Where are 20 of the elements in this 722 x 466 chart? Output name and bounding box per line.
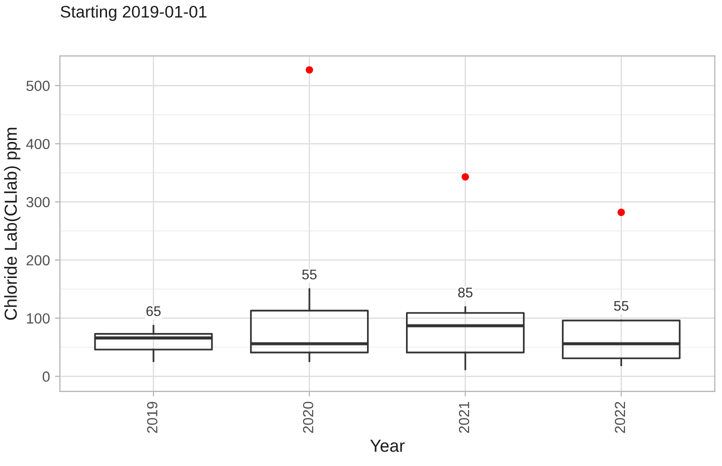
x-tick-label: 2021 <box>458 402 470 433</box>
point <box>618 208 625 216</box>
annotation: 85 <box>458 288 472 298</box>
x-tick-label: 2022 <box>614 402 626 433</box>
y-tick-label: 300 <box>26 196 50 208</box>
x-axis-title: Year <box>370 440 405 452</box>
y-axis-title: Chloride Lab(CLlab) ppm <box>4 128 20 320</box>
annotation: 65 <box>146 306 161 316</box>
annotation: 55 <box>614 301 628 311</box>
point <box>306 66 314 74</box>
x-tick-label: 2020 <box>302 402 314 433</box>
y-tick-label: 200 <box>26 255 50 266</box>
chart-title: Starting 2019-01-01 <box>60 5 206 21</box>
y-tick-label: 100 <box>26 313 50 324</box>
y-tick-label: 400 <box>26 138 50 150</box>
x-tick-label: 2019 <box>147 402 158 433</box>
point <box>462 173 469 181</box>
annotation: 55 <box>302 270 317 280</box>
y-tick-label: 500 <box>26 80 50 92</box>
y-tick-label: 0 <box>42 371 50 382</box>
